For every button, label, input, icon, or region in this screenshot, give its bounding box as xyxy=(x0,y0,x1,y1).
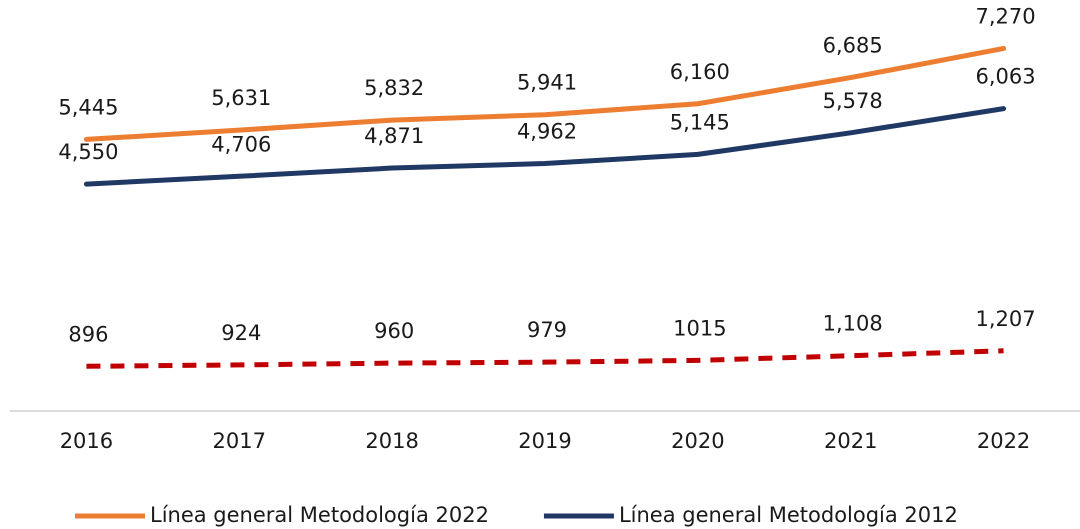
data-label: 979 xyxy=(527,318,567,342)
series-line xyxy=(83,45,1007,142)
data-label: 960 xyxy=(374,319,414,343)
data-label: 5,145 xyxy=(670,110,730,134)
data-label: 1015 xyxy=(673,316,726,340)
data-label: 896 xyxy=(68,322,108,346)
x-tick-label: 2017 xyxy=(213,429,266,453)
data-label: 924 xyxy=(221,321,261,345)
x-tick-label: 2021 xyxy=(824,429,877,453)
data-label: 5,445 xyxy=(58,95,118,119)
data-label: 5,578 xyxy=(823,89,883,113)
data-label: 6,063 xyxy=(976,65,1036,89)
x-tick-label: 2020 xyxy=(671,429,724,453)
x-tick-label: 2022 xyxy=(977,429,1030,453)
data-label: 7,270 xyxy=(976,4,1036,28)
legend-label: Línea general Metodología 2012 xyxy=(619,503,958,527)
data-label: 1,207 xyxy=(976,307,1036,331)
data-label: 6,160 xyxy=(670,60,730,84)
data-label: 5,631 xyxy=(211,86,271,110)
data-label: 4,962 xyxy=(517,120,577,144)
series-line xyxy=(83,106,1007,187)
data-label: 5,832 xyxy=(364,76,424,100)
x-tick-label: 2019 xyxy=(518,429,571,453)
data-label: 4,871 xyxy=(364,124,424,148)
data-label: 1,108 xyxy=(823,312,883,336)
data-label: 5,941 xyxy=(517,71,577,95)
data-label: 4,706 xyxy=(211,132,271,156)
series-line xyxy=(86,348,1004,369)
legend-label: Línea general Metodología 2022 xyxy=(150,503,489,527)
x-tick-label: 2016 xyxy=(60,429,113,453)
data-label: 4,550 xyxy=(58,140,118,164)
x-tick-label: 2018 xyxy=(365,429,418,453)
data-label: 6,685 xyxy=(823,34,883,58)
